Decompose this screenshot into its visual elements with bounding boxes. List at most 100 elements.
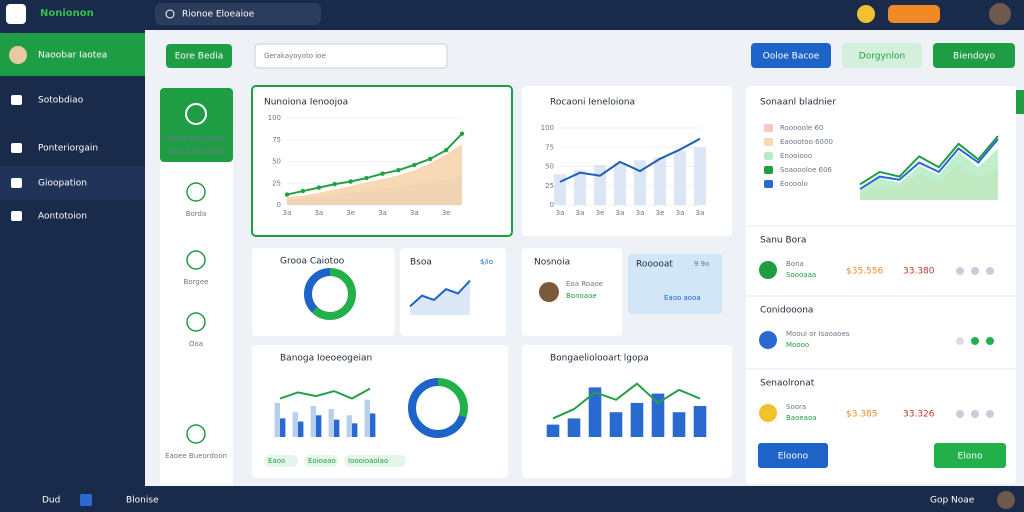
- user-avatar: [9, 46, 27, 64]
- tag-label: Eaoo: [268, 457, 285, 465]
- line: [552, 382, 701, 420]
- point: [332, 181, 337, 187]
- bottom-item[interactable]: Gop Noae: [930, 496, 975, 506]
- y-tick-label: 75: [545, 143, 554, 151]
- toolbar-button-text: Eore Bedia: [175, 52, 224, 62]
- top-search-text: Rionoe Eloeaioe: [182, 10, 255, 20]
- chart-title: Grooa Caiotoo: [280, 257, 345, 267]
- row-dot[interactable]: [986, 337, 994, 345]
- bar: [292, 412, 298, 437]
- action-text: Biendoyo: [953, 52, 995, 62]
- row-dot[interactable]: [971, 337, 979, 345]
- chart-title: Rocaoni Ieneloiona: [550, 98, 635, 108]
- subnav-label[interactable]: Eaoee Bueordoon: [165, 452, 227, 460]
- tag-label: Eoioaao: [308, 457, 336, 465]
- card: [522, 248, 622, 336]
- subnav-label[interactable]: Eaoo Eooreodan: [168, 147, 225, 155]
- promo-sub: Eaoo aooa: [664, 294, 701, 302]
- action-green[interactable]: [933, 43, 1015, 68]
- x-tick-label: 3a: [410, 209, 419, 217]
- donut-segment: [408, 378, 468, 438]
- legend-swatch: [764, 152, 773, 160]
- nav-item[interactable]: Ponteriorgain: [38, 144, 98, 154]
- row-dot[interactable]: [986, 410, 994, 418]
- subnav-label[interactable]: Borgee: [184, 278, 209, 286]
- bar: [316, 415, 322, 437]
- panel-button[interactable]: [934, 443, 1006, 468]
- point: [316, 185, 322, 190]
- x-tick-label: 3a: [636, 209, 645, 217]
- row-avatar: [759, 404, 777, 422]
- panel-button[interactable]: [758, 443, 828, 468]
- legend-label: Eoooolo: [780, 180, 808, 188]
- subnav-icon: [186, 424, 206, 444]
- y-tick-label: 0: [277, 201, 281, 209]
- row-dot[interactable]: [956, 410, 964, 418]
- y-tick-label: 75: [272, 136, 281, 144]
- y-tick-label: 25: [545, 182, 554, 190]
- point: [284, 192, 290, 197]
- legend-swatch: [764, 124, 773, 132]
- nav-item[interactable]: Aontotoion: [38, 212, 87, 222]
- top-search[interactable]: [155, 3, 321, 25]
- chart-title: Sonaanl bladnier: [760, 98, 836, 108]
- legend-label: Eaoootoo 6000: [780, 138, 833, 146]
- top-toggle[interactable]: [888, 5, 940, 23]
- bar: [651, 393, 665, 437]
- bar: [346, 415, 352, 437]
- row-dot[interactable]: [956, 337, 964, 345]
- bar: [694, 147, 706, 205]
- bar: [609, 412, 623, 437]
- avatar[interactable]: [989, 3, 1011, 25]
- row-total: 33.326: [903, 410, 935, 420]
- tag-label: Ioooioaolao: [348, 457, 388, 465]
- y-tick-label: 25: [272, 179, 281, 187]
- bottom-item[interactable]: Dud: [42, 496, 60, 506]
- line: [409, 279, 471, 308]
- point: [427, 156, 433, 162]
- area: [287, 144, 462, 205]
- row-avatar: [759, 331, 777, 349]
- bar: [554, 174, 566, 205]
- card: [522, 345, 732, 478]
- line: [286, 132, 463, 196]
- point: [396, 168, 401, 173]
- subnav-label[interactable]: Borda: [186, 210, 207, 218]
- subnav-label[interactable]: Niooo Bacaolaos: [167, 135, 225, 143]
- toolbar-button[interactable]: [166, 44, 232, 68]
- x-tick-label: 3e: [346, 209, 355, 217]
- bar: [654, 157, 666, 205]
- bottom-item[interactable]: Blonise: [126, 496, 159, 506]
- subnav-icon: [185, 103, 207, 125]
- bar: [574, 170, 586, 205]
- subnav-active[interactable]: [160, 88, 233, 162]
- row-amount: $3.385: [846, 410, 878, 420]
- bar: [693, 406, 707, 437]
- row-dot[interactable]: [956, 267, 964, 275]
- row-dot[interactable]: [971, 267, 979, 275]
- subnav-label[interactable]: Ooa: [189, 340, 203, 348]
- panel-button-text: Eloono: [778, 452, 809, 462]
- promo-card: [628, 254, 722, 314]
- donut-segment: [304, 268, 356, 320]
- coin-icon[interactable]: [857, 5, 875, 23]
- card-title: Nosnoia: [534, 258, 570, 268]
- row-dot[interactable]: [986, 267, 994, 275]
- action-blue[interactable]: [751, 43, 831, 68]
- bar: [630, 402, 644, 437]
- y-tick-label: 0: [550, 201, 554, 209]
- action-light[interactable]: [842, 43, 922, 68]
- logo-icon: [6, 4, 26, 24]
- legend-label: Rooooole 60: [780, 124, 823, 132]
- bar: [370, 413, 376, 437]
- nav-item[interactable]: Sotobdiao: [38, 96, 84, 106]
- nav-item[interactable]: Gioopation: [38, 179, 87, 189]
- toolbar-search[interactable]: [254, 43, 448, 69]
- row-dot[interactable]: [971, 410, 979, 418]
- row-sub: Baoeaoa: [786, 414, 817, 422]
- nav-icon: [11, 95, 22, 105]
- row-title: Conidooona: [760, 306, 813, 316]
- card: [252, 345, 508, 478]
- bar: [672, 412, 686, 437]
- point: [300, 188, 306, 194]
